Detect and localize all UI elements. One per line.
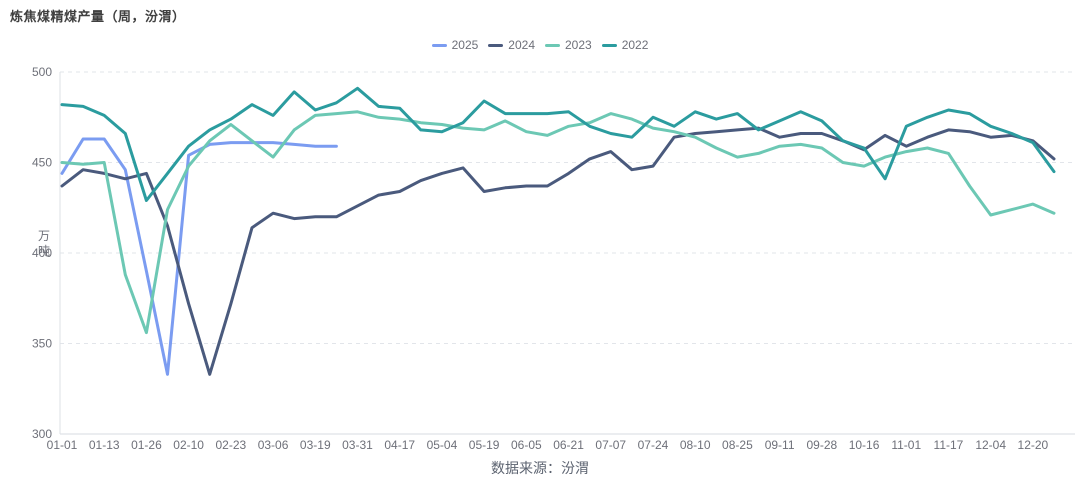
legend-label-2023: 2023 [565, 38, 592, 52]
x-tick-08-25: 08-25 [722, 438, 753, 452]
source-note: 数据来源：汾渭 [491, 460, 589, 476]
x-tick-07-24: 07-24 [638, 438, 669, 452]
x-tick-11-17: 11-17 [934, 438, 964, 452]
x-tick-03-31: 03-31 [342, 438, 373, 452]
x-tick-07-07: 07-07 [595, 438, 626, 452]
x-tick-12-04: 12-04 [975, 438, 1006, 452]
x-tick-09-11: 09-11 [765, 438, 795, 452]
x-tick-02-23: 02-23 [215, 438, 246, 452]
series-line-2022 [60, 86, 1056, 202]
legend-item-2023[interactable]: 2023 [545, 38, 592, 52]
x-tick-02-10: 02-10 [173, 438, 204, 452]
x-tick-03-06: 03-06 [258, 438, 289, 452]
x-tick-06-21: 06-21 [553, 438, 584, 452]
x-tick-05-04: 05-04 [427, 438, 458, 452]
y-tick-350: 350 [32, 337, 52, 351]
legend-marker-2023 [545, 43, 560, 47]
legend: 2025 2024 2023 2022 [0, 38, 1080, 52]
legend-label-2022: 2022 [621, 38, 649, 52]
x-tick-05-19: 05-19 [469, 438, 500, 452]
y-tick-400: 400 [32, 246, 52, 260]
x-tick-09-28: 09-28 [806, 438, 837, 452]
x-tick-01-13: 01-13 [89, 438, 120, 452]
series-line-2023 [60, 110, 1056, 335]
y-tick-500: 500 [32, 65, 52, 79]
legend-marker-2022 [601, 43, 617, 47]
y-axis-name: 吨 [38, 244, 50, 258]
x-tick-11-01: 11-01 [891, 438, 921, 452]
legend-marker-2024 [488, 43, 504, 47]
legend-item-2022[interactable]: 2022 [601, 38, 649, 52]
legend-label-2025: 2025 [451, 38, 479, 52]
x-tick-06-05: 06-05 [511, 438, 542, 452]
x-tick-08-10: 08-10 [680, 438, 711, 452]
legend-item-2024[interactable]: 2024 [488, 38, 535, 52]
x-tick-03-19: 03-19 [300, 438, 331, 452]
legend-marker-2025 [431, 43, 447, 47]
x-tick-01-26: 01-26 [131, 438, 162, 452]
x-tick-01-01: 01-01 [47, 438, 78, 452]
chart-title: 炼焦煤精煤产量（周，汾渭） [10, 9, 186, 24]
series-line-2024 [60, 126, 1056, 376]
y-tick-450: 450 [32, 156, 52, 170]
x-tick-04-17: 04-17 [384, 438, 415, 452]
y-tick-300: 300 [32, 427, 52, 441]
x-tick-12-20: 12-20 [1018, 438, 1049, 452]
series-line-2025 [60, 137, 338, 376]
legend-label-2024: 2024 [508, 38, 535, 52]
legend-item-2025[interactable]: 2025 [431, 38, 479, 52]
y-axis-name: 万 [38, 229, 50, 243]
x-tick-10-16: 10-16 [849, 438, 880, 452]
